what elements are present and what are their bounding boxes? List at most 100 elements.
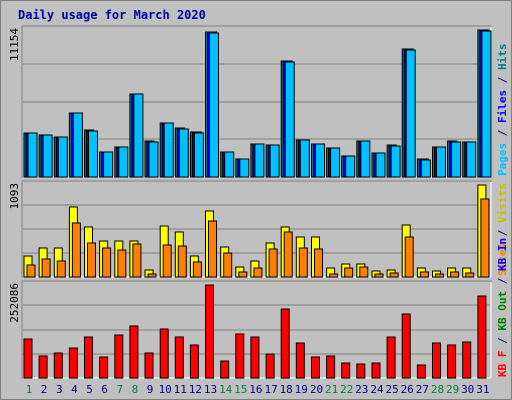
- bar-kb-f-day-18: [280, 308, 290, 379]
- bar-pages-day-29: [451, 141, 462, 178]
- legend-entry: KB In: [496, 238, 509, 278]
- bar-pages-day-11: [178, 128, 189, 178]
- x-tick-label: 5: [86, 383, 93, 396]
- bar-kb-f-day-22: [341, 362, 351, 379]
- bar-sites-day-26: [404, 236, 414, 278]
- bar-pages-day-19: [299, 139, 310, 178]
- bar-sites-day-18: [283, 231, 293, 278]
- bar-kb-f-day-12: [189, 344, 199, 379]
- bar-pages-day-15: [239, 158, 250, 178]
- panel-middle-legend: Sites / Visits: [496, 183, 509, 276]
- legend-entry: Pages: [496, 143, 509, 176]
- bar-sites-day-5: [87, 242, 96, 278]
- bar-kb-f-day-31: [477, 295, 487, 379]
- bar-sites-day-22: [344, 267, 354, 278]
- panel-bottom-ymax-label: 252086: [8, 283, 21, 323]
- bar-kb-f-day-25: [386, 336, 396, 379]
- bar-kb-f-day-7: [114, 334, 124, 379]
- bar-sites-day-3: [56, 260, 66, 278]
- x-tick-label: 9: [147, 383, 154, 396]
- bar-pages-day-21: [330, 147, 341, 178]
- bar-sites-day-7: [117, 249, 127, 278]
- bar-sites-day-13: [208, 220, 217, 278]
- x-tick-label: 10: [159, 383, 172, 396]
- legend-entry: Hits: [496, 44, 509, 77]
- bar-kb-f-day-21: [326, 355, 336, 379]
- legend-entry: Sites: [496, 243, 509, 276]
- x-tick-label: 25: [385, 383, 398, 396]
- bar-sites-day-2: [41, 258, 51, 278]
- bar-pages-day-6: [103, 151, 114, 178]
- bar-pages-day-8: [133, 93, 144, 178]
- bar-sites-day-1: [26, 264, 36, 278]
- x-tick-label: 24: [370, 383, 384, 396]
- bar-sites-day-23: [359, 266, 369, 278]
- bar-sites-day-24: [374, 273, 384, 278]
- bar-pages-day-4: [72, 112, 83, 178]
- bar-kb-f-day-15: [235, 333, 245, 379]
- bar-sites-day-29: [450, 271, 460, 278]
- legend-entry: /: [496, 76, 509, 90]
- bar-pages-day-3: [57, 136, 68, 178]
- bar-pages-day-30: [466, 141, 477, 178]
- bar-kb-f-day-29: [447, 344, 457, 379]
- bar-kb-f-day-13: [205, 284, 214, 379]
- legend-entry: /: [496, 277, 509, 291]
- bar-pages-day-17: [269, 144, 280, 178]
- panel-middle-ymax-label: 1093: [8, 183, 21, 210]
- bar-kb-f-day-5: [84, 336, 93, 379]
- bar-kb-f-day-30: [462, 341, 472, 379]
- bar-kb-f-day-23: [356, 363, 366, 379]
- bar-sites-day-10: [162, 244, 172, 278]
- bar-sites-day-20: [314, 248, 323, 278]
- bar-pages-day-26: [405, 49, 416, 178]
- x-tick-label: 15: [234, 383, 247, 396]
- bar-kb-f-day-2: [38, 355, 48, 379]
- bar-pages-day-27: [420, 159, 431, 178]
- bar-sites-day-21: [329, 273, 339, 278]
- bar-kb-f-day-24: [371, 362, 381, 379]
- x-tick-label: 21: [325, 383, 338, 396]
- bar-sites-day-16: [253, 267, 263, 278]
- bar-sites-day-25: [389, 272, 399, 278]
- x-tick-label: 3: [56, 383, 63, 396]
- chart-bars: [23, 29, 492, 379]
- chart-panels: [21, 25, 492, 379]
- bar-sites-day-19: [298, 247, 308, 278]
- x-tick-label: 30: [461, 383, 474, 396]
- bar-pages-day-10: [163, 122, 174, 178]
- chart-title: Daily usage for March 2020: [18, 8, 206, 22]
- bar-kb-f-day-16: [250, 336, 260, 379]
- bar-kb-f-day-26: [401, 313, 411, 379]
- x-tick-label: 20: [310, 383, 323, 396]
- x-tick-label: 26: [401, 383, 414, 396]
- bar-kb-f-day-11: [174, 336, 184, 379]
- bar-kb-f-day-3: [53, 352, 63, 379]
- x-tick-label: 1: [26, 383, 33, 396]
- x-tick-label: 22: [340, 383, 353, 396]
- bar-sites-day-4: [71, 222, 81, 278]
- x-tick-label: 12: [189, 383, 202, 396]
- bar-pages-day-14: [224, 151, 235, 178]
- bar-pages-day-18: [284, 61, 295, 178]
- x-tick-label: 19: [295, 383, 308, 396]
- bar-sites-day-12: [192, 261, 202, 278]
- x-tick-label: 16: [249, 383, 262, 396]
- bar-pages-day-24: [375, 152, 386, 178]
- panel-top-ymax-label: 11154: [8, 28, 21, 61]
- bar-pages-day-7: [118, 146, 129, 178]
- x-tick-label: 27: [416, 383, 429, 396]
- bar-sites-day-30: [465, 272, 475, 278]
- bar-pages-day-31: [481, 30, 492, 178]
- bar-pages-day-25: [390, 145, 401, 178]
- bar-sites-day-15: [238, 271, 248, 278]
- bar-kb-f-day-1: [23, 338, 33, 379]
- x-tick-label: 28: [431, 383, 444, 396]
- x-tick-label: 14: [219, 383, 233, 396]
- bar-pages-day-9: [148, 141, 159, 178]
- bar-pages-day-13: [209, 32, 219, 178]
- bar-pages-day-16: [254, 143, 265, 178]
- bar-sites-day-11: [177, 245, 187, 278]
- bar-pages-day-28: [436, 146, 446, 178]
